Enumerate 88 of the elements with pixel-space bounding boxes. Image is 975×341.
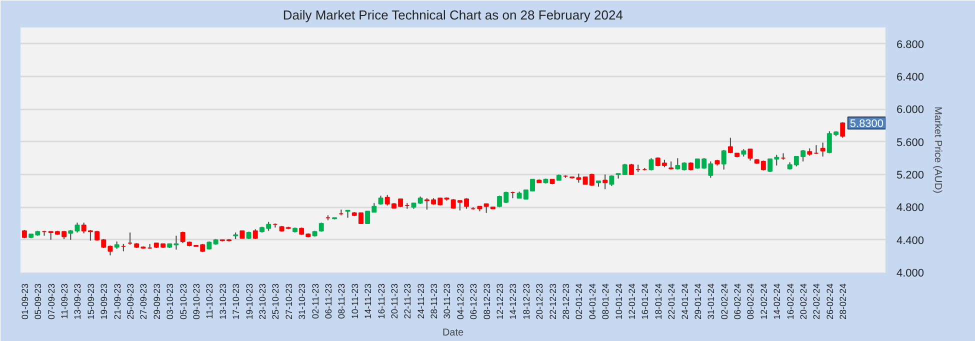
- y-tick-label: 6.400: [896, 72, 924, 84]
- candlestick: [728, 137, 733, 154]
- x-tick-label: 12-01-24: [626, 283, 637, 320]
- x-tick-label: 04-01-24: [587, 283, 598, 320]
- x-tick-label: 14-02-24: [772, 283, 782, 320]
- candlestick: [748, 148, 753, 162]
- x-tick-label: 16-01-24: [640, 283, 650, 320]
- candlestick: [68, 230, 74, 240]
- x-tick-label: 22-11-23: [402, 284, 413, 319]
- x-tick-label: 27-09-23: [138, 283, 149, 320]
- x-tick-label: 17-10-23: [231, 283, 242, 320]
- x-tick-label: 02-11-23: [310, 284, 320, 319]
- x-tick-label: 11-10-23: [204, 284, 215, 319]
- x-tick-label: 16-11-23: [376, 284, 386, 319]
- x-tick-label: 24-11-23: [416, 284, 426, 319]
- x-tick-label: 06-12-23: [468, 283, 479, 320]
- x-tick-label: 12-12-23: [495, 283, 506, 320]
- y-tick-label: 6.000: [896, 104, 924, 116]
- candlestick: [721, 150, 726, 170]
- candlestick: [180, 231, 186, 244]
- x-tick-label: 31-10-23: [297, 283, 308, 320]
- x-tick-label: 10-11-23: [350, 284, 360, 319]
- x-tick-label: 20-02-24: [798, 283, 809, 320]
- x-tick-label: 02-02-24: [719, 283, 730, 320]
- x-tick-label: 04-12-23: [455, 283, 466, 320]
- x-tick-label: 15-09-23: [86, 283, 96, 320]
- x-axis-title: Date: [442, 328, 464, 339]
- x-tick-label: 22-01-24: [666, 283, 677, 320]
- x-tick-label: 08-01-24: [600, 283, 611, 320]
- x-tick-label: 10-01-24: [614, 283, 624, 320]
- x-tick-label: 16-02-24: [785, 283, 796, 320]
- y-tick-label: 4.400: [896, 234, 924, 247]
- x-tick-label: 03-10-23: [165, 283, 176, 320]
- chart-title: Daily Market Price Technical Chart as on 28 February 2024: [282, 8, 623, 22]
- x-tick-label: 22-12-23: [548, 283, 558, 320]
- x-tick-label: 05-10-23: [178, 283, 188, 320]
- x-tick-label: 28-11-23: [429, 284, 440, 319]
- x-tick-label: 12-02-24: [758, 283, 769, 320]
- x-tick-label: 02-01-24: [574, 283, 584, 320]
- x-tick-label: 24-01-24: [680, 283, 690, 320]
- x-tick-label: 23-10-23: [257, 283, 268, 320]
- x-tick-label: 01-09-23: [20, 283, 30, 320]
- candlestick: [800, 150, 806, 162]
- x-tick-label: 19-09-23: [99, 283, 110, 320]
- x-tick-label: 22-02-24: [812, 283, 822, 320]
- x-tick-label: 19-10-23: [244, 283, 254, 320]
- x-tick-label: 14-12-23: [508, 283, 518, 320]
- x-tick-label: 08-02-24: [746, 283, 756, 320]
- x-tick-label: 29-09-23: [152, 283, 162, 320]
- candlestick: [252, 228, 258, 240]
- x-tick-label: 13-09-23: [72, 283, 83, 320]
- x-tick-label: 14-11-23: [363, 284, 374, 319]
- x-tick-label: 07-09-23: [46, 283, 56, 320]
- y-tick-label: 6.800: [896, 38, 924, 51]
- x-tick-label: 30-11-23: [442, 284, 452, 319]
- x-tick-label: 06-02-24: [732, 283, 743, 320]
- x-tick-label: 27-10-23: [284, 283, 294, 320]
- x-tick-label: 29-01-24: [692, 283, 703, 320]
- x-tick-label: 20-12-23: [534, 283, 545, 320]
- candlestick: [602, 174, 608, 190]
- y-tick-label: 4.000: [896, 268, 924, 280]
- annotation: 5.8300: [850, 118, 884, 130]
- x-tick-label: 25-09-23: [126, 283, 136, 320]
- x-tick-label: 20-11-23: [389, 284, 400, 319]
- x-tick-label: 26-02-24: [824, 283, 835, 320]
- y-axis-title: Market Price (AUD): [932, 106, 944, 194]
- y-tick-label: 5.600: [896, 136, 924, 149]
- y-tick-label: 4.800: [896, 202, 924, 214]
- x-tick-label: 09-10-23: [192, 283, 202, 320]
- x-tick-label: 21-09-23: [112, 283, 122, 320]
- x-tick-label: 06-11-23: [323, 284, 334, 319]
- candlestick: [74, 222, 80, 233]
- candlestick: [648, 158, 654, 171]
- x-tick-label: 28-12-23: [560, 283, 571, 320]
- candlestick: [108, 245, 113, 256]
- x-tick-label: 05-09-23: [33, 283, 44, 320]
- x-tick-label: 11-09-23: [60, 284, 70, 319]
- x-tick-label: 28-02-24: [838, 283, 848, 320]
- x-tick-label: 13-10-23: [218, 283, 228, 320]
- y-tick-label: 5.200: [896, 170, 924, 182]
- x-tick-label: 18-01-24: [653, 283, 664, 320]
- x-tick-label: 08-11-23: [336, 284, 347, 319]
- x-tick-label: 25-10-23: [270, 283, 281, 320]
- x-tick-label: 08-12-23: [482, 283, 492, 320]
- x-tick-label: 18-12-23: [521, 283, 532, 320]
- candlestick: [820, 142, 826, 158]
- x-tick-label: 31-01-24: [706, 283, 716, 320]
- candlestick: [840, 122, 846, 138]
